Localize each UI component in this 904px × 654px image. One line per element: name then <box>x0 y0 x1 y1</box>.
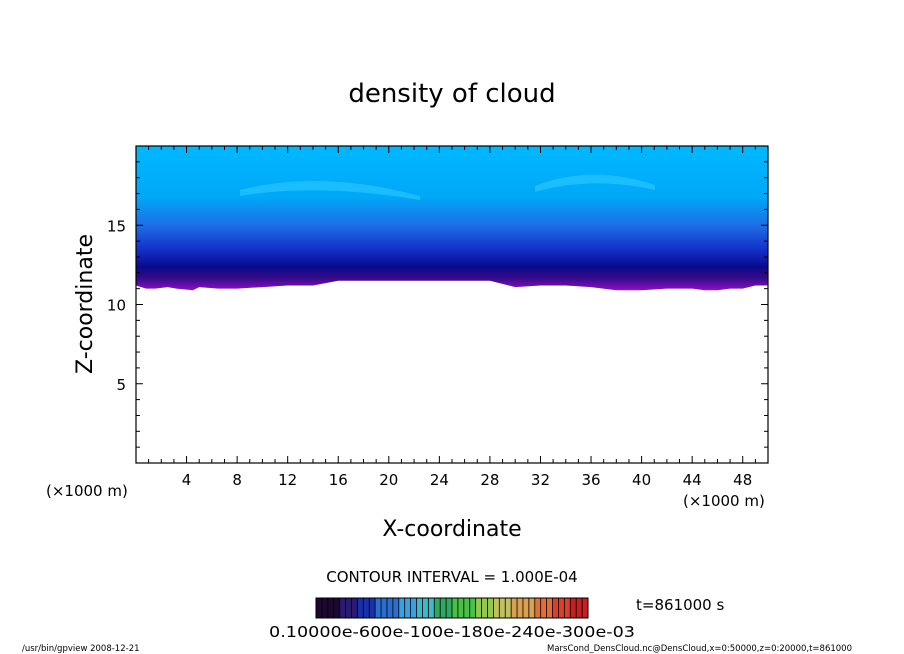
x-tick-label: 4 <box>182 471 192 489</box>
colorbar-cell <box>392 598 400 618</box>
cloud-top-highlight <box>240 181 420 200</box>
y-axis-label: Z-coordinate <box>73 234 98 374</box>
colorbar-cell <box>428 598 435 618</box>
colorbar-cell <box>517 598 524 618</box>
colorbar-cell <box>333 598 340 618</box>
colorbar-frame <box>315 597 589 619</box>
x-ticks: 4 8 12 16 20 24 28 32 36 40 44 48 <box>148 146 756 489</box>
colorbar-cell <box>327 598 335 618</box>
colorbar-cell <box>316 598 323 618</box>
colorbar-cell <box>570 598 577 618</box>
y-tick-label: 5 <box>116 376 126 394</box>
x-unit-right: (×1000 m) <box>683 492 765 510</box>
colorbar-cell <box>576 598 583 618</box>
footer-right: MarsCond_DensCloud.nc@DensCloud,x=0:5000… <box>547 644 852 654</box>
y-tick-label: 10 <box>107 297 126 315</box>
colorbar-cell <box>540 598 547 618</box>
colorbar-cell <box>469 598 476 618</box>
x-tick-label: 28 <box>480 471 499 489</box>
colorbar-cell <box>434 598 441 618</box>
colorbar-cell <box>481 598 488 618</box>
colorbar-cell <box>534 598 541 618</box>
colorbar-cell <box>463 598 471 618</box>
cloud-density-fill <box>136 146 768 291</box>
y-ticks: 5 10 15 <box>107 161 768 448</box>
colorbar-cell <box>564 598 571 618</box>
colorbar-cell <box>552 598 559 618</box>
colorbar-cell <box>404 598 411 618</box>
colorbar-cell <box>493 598 500 618</box>
colorbar-cell <box>381 598 388 618</box>
colorbar <box>315 598 589 618</box>
colorbar-cell <box>440 598 447 618</box>
colorbar-cell <box>422 598 429 618</box>
x-tick-label: 36 <box>581 471 600 489</box>
colorbar-cell <box>475 598 482 618</box>
x-tick-label: 24 <box>430 471 449 489</box>
colorbar-cell <box>546 598 553 618</box>
colorbar-cell <box>386 598 394 618</box>
colorbar-cell <box>375 598 382 618</box>
x-tick-label: 8 <box>232 471 242 489</box>
chart-title: density of cloud <box>348 79 555 109</box>
plot-area <box>136 146 768 291</box>
colorbar-cell <box>351 598 358 618</box>
y-tick-label: 15 <box>107 217 126 235</box>
colorbar-cell <box>410 598 417 618</box>
colorbar-labels: 0.10000e-600e-100e-180e-240e-300e-03 <box>269 623 635 641</box>
colorbar-cell <box>452 598 459 618</box>
colorbar-cell <box>505 598 512 618</box>
colorbar-cell <box>339 598 346 618</box>
time-label: t=861000 s <box>636 596 724 614</box>
x-tick-label: 44 <box>683 471 702 489</box>
colorbar-cell <box>345 598 352 618</box>
x-tick-label: 12 <box>278 471 297 489</box>
x-tick-label: 20 <box>379 471 398 489</box>
x-unit-left: (×1000 m) <box>46 482 128 500</box>
x-tick-label: 48 <box>733 471 752 489</box>
x-axis-label: X-coordinate <box>382 517 521 542</box>
colorbar-cell <box>416 598 423 618</box>
colorbar-cell <box>446 598 453 618</box>
colorbar-cell <box>363 598 370 618</box>
colorbar-cell <box>528 598 536 618</box>
colorbar-cell <box>357 598 364 618</box>
x-tick-label: 32 <box>531 471 550 489</box>
colorbar-cell <box>582 598 589 618</box>
cloud-top-highlight <box>535 174 655 192</box>
footer-left: /usr/bin/gpview 2008-12-21 <box>22 644 140 654</box>
colorbar-cell <box>457 598 465 618</box>
x-tick-label: 40 <box>632 471 651 489</box>
colorbar-cell <box>369 598 376 618</box>
colorbar-cell <box>321 598 329 618</box>
x-tick-label: 16 <box>329 471 348 489</box>
contour-interval-label: CONTOUR INTERVAL = 1.000E-04 <box>326 568 577 586</box>
colorbar-cell <box>511 598 518 618</box>
colorbar-cell <box>398 598 405 618</box>
colorbar-cell <box>558 598 565 618</box>
colorbar-cell <box>522 598 530 618</box>
colorbar-cell <box>487 598 494 618</box>
colorbar-cell <box>499 598 506 618</box>
